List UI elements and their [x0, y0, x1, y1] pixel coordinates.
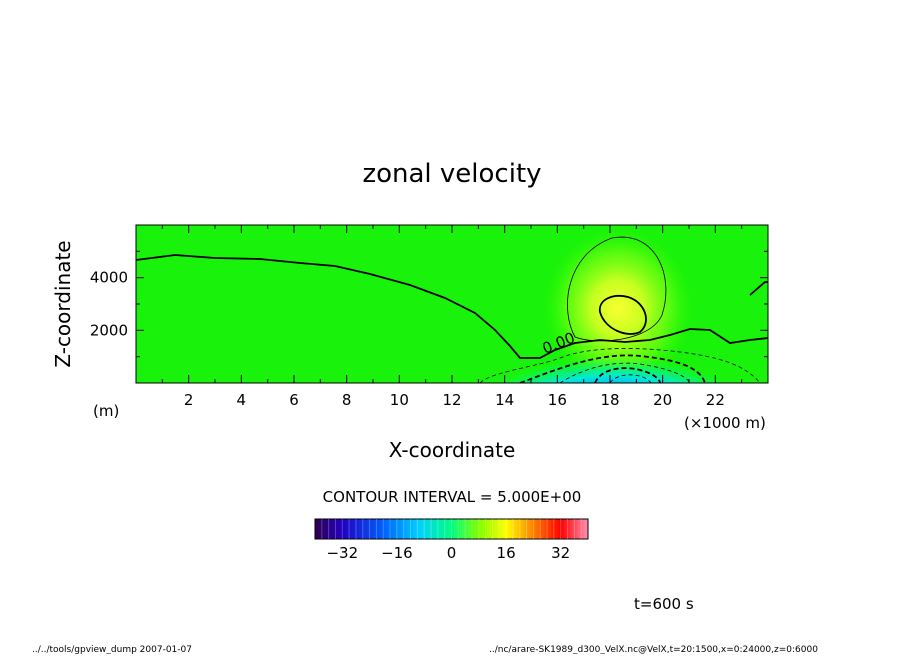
x-axis-label: X-coordinate [389, 438, 516, 462]
x-tick-label: 8 [342, 391, 352, 409]
x-tick-label: 18 [600, 391, 619, 409]
time-label: t=600 s [634, 595, 694, 613]
y-tick-label: 4000 [90, 269, 128, 287]
footer-right: ../nc/arare-SK1989_d300_VelX.nc@VelX,t=2… [489, 645, 818, 654]
colorbar-ticks: −32 −16 0 16 32 [326, 544, 570, 562]
x-tick-label: 16 [548, 391, 567, 409]
chart-title: zonal velocity [362, 159, 541, 189]
colorbar-tick-label: 16 [497, 544, 516, 562]
y-tick-label: 2000 [90, 321, 128, 339]
contour-line [599, 295, 647, 335]
x-tick-label: 4 [237, 391, 247, 409]
colorbar [314, 518, 589, 540]
colorbar-tick-label: −16 [381, 544, 413, 562]
x-tick-label: 20 [653, 391, 672, 409]
x-tick-label: 14 [495, 391, 514, 409]
contour-line [609, 374, 652, 383]
colorbar-segments [321, 519, 582, 539]
zero-contour [136, 254, 768, 359]
x-tick-label: 2 [184, 391, 194, 409]
x-tick-label: 12 [442, 391, 461, 409]
contour-interval-text: CONTOUR INTERVAL = 5.000E+00 [323, 488, 582, 506]
x-tick-label: 6 [289, 391, 299, 409]
contour-line [479, 348, 761, 383]
contour-line [749, 281, 768, 296]
x-axis-ticks: 2 4 6 8 10 12 14 16 18 20 22 [161, 225, 743, 409]
contour-line [594, 367, 661, 383]
x-tick-label: 10 [390, 391, 409, 409]
y-axis-unit: (m) [93, 402, 119, 420]
colorbar-tick-label: 0 [447, 544, 457, 562]
x-tick-label: 22 [706, 391, 725, 409]
contour-line [519, 354, 706, 383]
footer-left: ../../tools/gpview_dump 2007-01-07 [32, 645, 192, 654]
y-axis-label: Z-coordinate [51, 240, 75, 367]
y-axis-ticks: 2000 4000 [90, 250, 768, 358]
colorbar-tick-label: 32 [551, 544, 570, 562]
x-axis-unit: (×1000 m) [684, 414, 766, 432]
contour-line [567, 236, 667, 342]
colorbar-tick-label: −32 [326, 544, 358, 562]
plot-area: 0.00 [136, 225, 768, 383]
